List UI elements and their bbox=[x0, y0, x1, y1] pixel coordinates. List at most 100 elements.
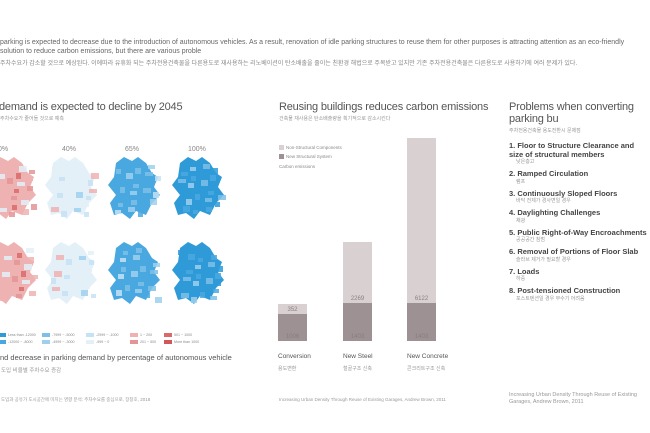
district bbox=[64, 275, 70, 279]
district bbox=[215, 202, 220, 207]
district bbox=[145, 172, 153, 176]
district bbox=[66, 188, 71, 193]
legend-item: -999 ~ 0 bbox=[86, 340, 130, 344]
district bbox=[14, 189, 19, 193]
district bbox=[74, 208, 81, 212]
district bbox=[0, 295, 2, 301]
district bbox=[26, 248, 34, 253]
intro-korean: 주차수요가 감소할 것으로 예상된다. 이에따라 유휴화 되는 주차전용건축물을… bbox=[0, 61, 578, 67]
problem-korean: 하중 bbox=[516, 276, 526, 282]
district-map bbox=[45, 157, 99, 219]
district bbox=[21, 271, 26, 277]
category-label: Conversion bbox=[278, 353, 311, 360]
district-map bbox=[45, 242, 97, 304]
district bbox=[143, 259, 148, 265]
district bbox=[218, 266, 223, 272]
bar-non-structural: 352 bbox=[278, 304, 307, 314]
district bbox=[89, 260, 94, 265]
district bbox=[150, 199, 157, 205]
problem-label: 6. Removal of Portions of Floor Slab bbox=[509, 247, 639, 256]
district bbox=[84, 283, 90, 289]
district bbox=[120, 258, 126, 262]
district bbox=[27, 257, 34, 263]
bar-structural: 1403 bbox=[343, 303, 372, 341]
district bbox=[201, 251, 209, 255]
district bbox=[2, 201, 9, 205]
district-map bbox=[108, 242, 162, 304]
bar-structural: 1403 bbox=[407, 303, 436, 341]
problem-item: 4. Daylighting Challenges 채광 bbox=[509, 208, 647, 225]
district bbox=[188, 183, 194, 188]
district bbox=[150, 270, 158, 274]
district bbox=[81, 290, 88, 296]
problem-korean: 포스트텐션일 경우 부수기 어려움 bbox=[516, 295, 585, 302]
district bbox=[155, 297, 162, 303]
legend-item: Less than -12000 bbox=[0, 333, 42, 337]
problem-korean: 슬라브 제거가 필요할 경우 bbox=[516, 256, 571, 263]
district bbox=[198, 258, 203, 262]
district bbox=[140, 195, 145, 200]
problem-korean: 낮은층고 bbox=[516, 159, 535, 165]
district bbox=[181, 293, 189, 298]
district bbox=[205, 198, 212, 202]
district bbox=[128, 278, 136, 284]
district bbox=[4, 256, 12, 260]
district bbox=[186, 199, 192, 205]
legend-swatch bbox=[42, 333, 50, 337]
category-label-korean: 철골구조 신축 bbox=[343, 366, 372, 372]
legend-item: -2999 ~ -1000 bbox=[86, 333, 130, 337]
district bbox=[88, 180, 93, 186]
district bbox=[208, 262, 215, 267]
district bbox=[183, 206, 190, 212]
legend-label: 1 ~ 200 bbox=[140, 333, 153, 337]
right-title: Problems when converting parking bu bbox=[509, 101, 634, 125]
district bbox=[211, 255, 217, 260]
district bbox=[178, 179, 186, 183]
district bbox=[91, 173, 99, 179]
district bbox=[79, 185, 85, 191]
district bbox=[215, 273, 221, 279]
problem-item: 7. Loads 하중 bbox=[509, 267, 647, 284]
category-label: New Concrete bbox=[407, 353, 449, 360]
district bbox=[19, 287, 24, 291]
district bbox=[17, 182, 25, 186]
district bbox=[181, 172, 188, 176]
maps bbox=[0, 157, 226, 304]
problem-item: 2. Ramped Circulation 램프 bbox=[509, 169, 647, 186]
district bbox=[190, 167, 196, 171]
district bbox=[153, 192, 159, 198]
legend-label: Less than -12000 bbox=[8, 333, 36, 337]
problem-label: 3. Continuously Sloped Floors bbox=[509, 188, 618, 198]
district bbox=[54, 200, 61, 205]
district bbox=[7, 249, 14, 253]
district bbox=[153, 263, 160, 267]
district bbox=[12, 276, 18, 282]
district-map bbox=[108, 157, 161, 219]
district bbox=[74, 279, 82, 284]
district bbox=[64, 204, 69, 210]
district bbox=[118, 203, 123, 207]
district bbox=[131, 200, 137, 205]
category-label-korean: 콘크리트구조 신축 bbox=[407, 366, 446, 372]
problem-korean: 채광 bbox=[516, 217, 526, 224]
district bbox=[76, 263, 84, 267]
district bbox=[206, 207, 212, 212]
district bbox=[138, 211, 143, 217]
district bbox=[4, 185, 11, 191]
district bbox=[29, 291, 36, 296]
district bbox=[116, 290, 122, 296]
district bbox=[67, 268, 72, 272]
district bbox=[51, 207, 59, 212]
legend-swatch bbox=[164, 333, 172, 337]
legend-swatch bbox=[130, 333, 138, 337]
district bbox=[191, 297, 197, 303]
district bbox=[89, 189, 97, 193]
district bbox=[213, 289, 219, 293]
district bbox=[126, 173, 133, 179]
district bbox=[191, 176, 196, 181]
district bbox=[52, 166, 59, 172]
district bbox=[140, 266, 146, 272]
district bbox=[178, 250, 183, 255]
district bbox=[0, 174, 5, 179]
problem-item: 8. Post-tensioned Construction 포스트텐션일 경우 … bbox=[509, 286, 647, 303]
